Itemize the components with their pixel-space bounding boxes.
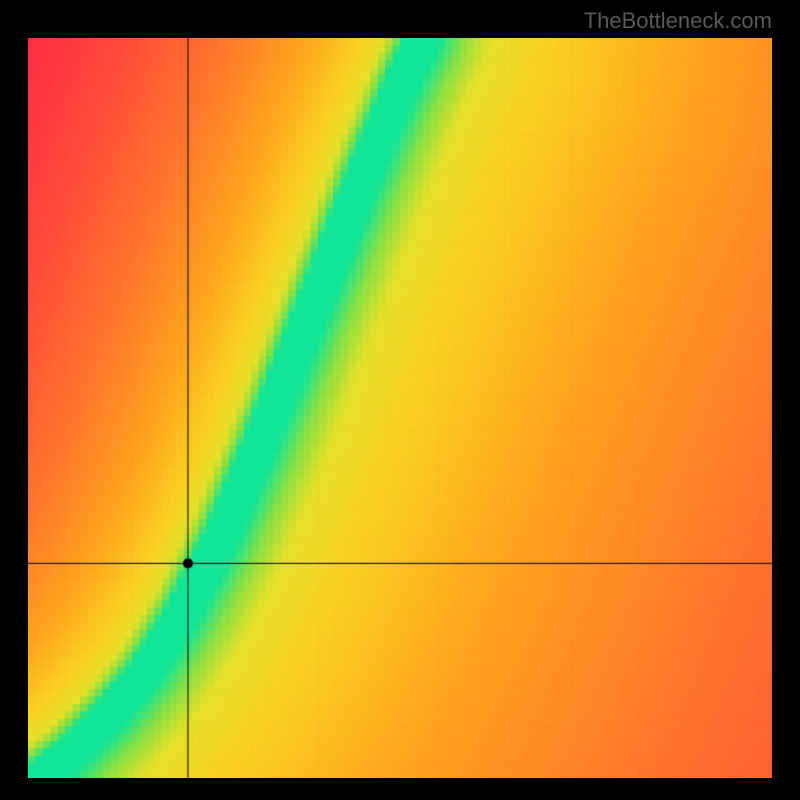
heatmap-plot: [28, 38, 772, 778]
figure-root: TheBottleneck.com: [0, 0, 800, 800]
watermark-text: TheBottleneck.com: [584, 8, 772, 34]
heatmap-canvas: [28, 38, 772, 778]
